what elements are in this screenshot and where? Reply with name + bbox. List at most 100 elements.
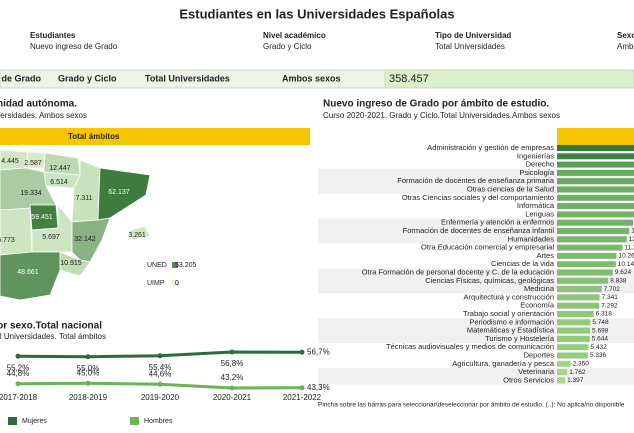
bar-value-label: 10.260 — [619, 253, 634, 260]
map-extra-value: 0 — [175, 280, 179, 287]
bar-value-label: 1.762 — [569, 369, 586, 376]
filter-value: Grado y Ciclo — [263, 42, 312, 51]
map-label: 5.773 — [0, 237, 15, 244]
x-tick-label: 2019-2020 — [141, 393, 180, 402]
map-label: 19.334 — [20, 190, 42, 197]
bar — [557, 277, 609, 284]
bar — [557, 186, 634, 193]
bar — [557, 261, 616, 268]
point-label: 56,8% — [221, 359, 244, 368]
map-label: 3.261 — [128, 232, 146, 239]
point — [299, 385, 305, 391]
point-label: 44,6% — [149, 369, 172, 378]
bar — [557, 244, 623, 251]
bar — [557, 335, 590, 342]
category-label: Humanidades — [508, 234, 555, 243]
filter-label: Tipo de Universidad — [435, 31, 511, 40]
bar — [557, 219, 634, 226]
bar-value-label: 8.838 — [610, 278, 627, 285]
category-label: Lenguas — [525, 209, 554, 218]
filter-value: Total Universidades — [435, 42, 505, 51]
row-band — [318, 367, 634, 377]
map-region — [0, 251, 61, 301]
bar — [557, 153, 634, 160]
category-label: Matemáticas y Estadística — [467, 326, 555, 335]
filter-label: Estudiantes — [30, 31, 76, 40]
bar — [557, 169, 634, 176]
x-tick-label: 2017-2018 — [0, 393, 38, 402]
legend-swatch — [130, 417, 139, 425]
bar-value-label: 5.336 — [590, 352, 607, 359]
point-label: 44,8% — [7, 369, 30, 378]
map-extra-value: 53.205 — [175, 262, 197, 269]
category-label: Trabajo social y orientación — [463, 309, 554, 318]
category-label: Enfermería y atención a enfermos — [441, 218, 554, 227]
legend-label: Hombres — [144, 418, 173, 425]
bar-value-label: 5.432 — [591, 344, 608, 351]
row-band — [318, 235, 634, 244]
category-label: Otra Educación comercial y empresarial — [421, 243, 554, 252]
category-label: Arquitectura y construcción — [464, 292, 554, 301]
summary-item: Total Universidades — [145, 73, 230, 83]
point-label: 43,3% — [307, 383, 330, 392]
category-label: Ciencias de la vida — [491, 259, 555, 268]
map-extra-mark — [172, 262, 178, 268]
filter-label: Nivel académico — [263, 31, 326, 40]
title: Estudiantes en las Universidades Español… — [179, 6, 454, 21]
category-label: Periodismo e información — [469, 317, 554, 326]
map-label: 48.661 — [17, 269, 39, 276]
category-label: Otras ciencias de la Salud — [467, 184, 554, 193]
map-label: 2.587 — [24, 160, 42, 167]
category-label: Economía — [520, 301, 555, 310]
category-label: Técnicas audiovisuales y medios de comun… — [386, 342, 554, 351]
category-label: Administración y gestión de empresas — [427, 143, 554, 152]
bar-value-label: 10.140 — [618, 261, 634, 268]
row-band — [318, 226, 634, 236]
bar — [557, 145, 634, 151]
legend-swatch — [8, 417, 17, 425]
bar — [557, 211, 634, 218]
bar — [557, 311, 594, 317]
bar — [557, 294, 600, 301]
line-subtitle: Curso 2020-2021. Grado y Ciclo.Total Uni… — [0, 332, 106, 341]
point — [15, 353, 21, 359]
summary-item: Nuevo ingreso de Grado — [0, 73, 41, 83]
point-label: 43,2% — [221, 373, 244, 382]
filter-label: Sexo — [617, 31, 634, 40]
bar-value-label: 7.341 — [602, 294, 619, 301]
bar-value-label: 12.020 — [629, 236, 634, 243]
row-band — [318, 168, 634, 178]
bar — [557, 302, 600, 309]
bar — [557, 327, 591, 334]
bar-value-label: 7.702 — [604, 286, 621, 293]
bar — [557, 360, 571, 367]
category-label: Otros Servicios — [503, 375, 554, 384]
map-label: 32.142 — [74, 236, 96, 243]
map-band — [0, 128, 310, 145]
map-label: 4.445 — [1, 158, 19, 165]
map-label: 12.447 — [49, 165, 71, 172]
point-label: 45,0% — [77, 368, 100, 377]
category-label: Otras Ciencias sociales y del comportami… — [402, 193, 554, 202]
row-band — [318, 218, 634, 227]
point — [85, 354, 91, 360]
row-band — [318, 185, 634, 194]
map-region — [97, 167, 151, 221]
bar — [557, 369, 568, 376]
point — [299, 349, 305, 355]
filter-value: Ambos sexos — [617, 42, 634, 51]
bar-value-label: 11.280 — [624, 244, 634, 251]
category-label: Otra Formación de personal docente y C. … — [362, 267, 554, 276]
row-band — [318, 276, 634, 285]
map-label: 62.137 — [108, 189, 130, 196]
bar — [557, 377, 566, 384]
point — [15, 381, 21, 387]
row-band — [318, 326, 634, 335]
point-label: 55,0% — [77, 364, 100, 373]
category-label: Formación de docentes de enseñanza infan… — [403, 226, 555, 235]
bar-value-label: 5.698 — [592, 327, 609, 334]
legend-label: Mujeres — [22, 418, 47, 425]
map-extra-name: UNED — [147, 262, 167, 269]
